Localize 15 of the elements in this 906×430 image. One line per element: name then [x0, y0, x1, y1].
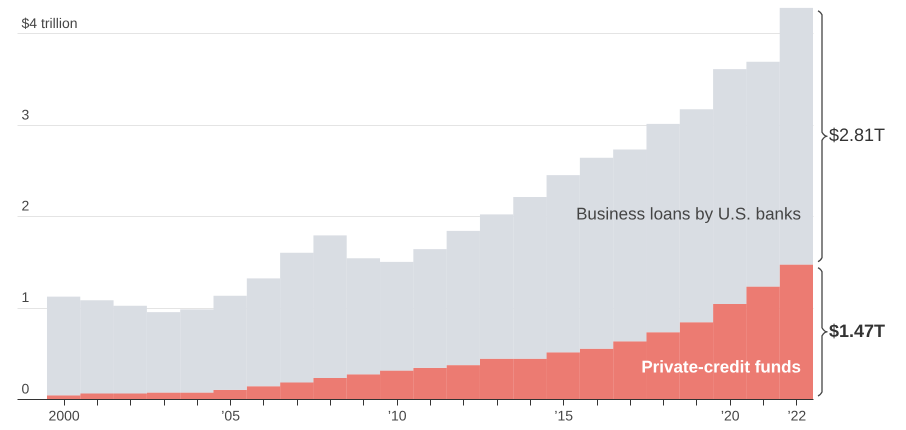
series-label: Business loans by U.S. banks	[576, 204, 801, 224]
y-tick-label: 0	[22, 380, 30, 396]
text: $2.81T	[829, 125, 886, 146]
x-tick-label: ’05	[221, 408, 240, 424]
y-tick-label: 1	[22, 289, 30, 306]
y-tick-label: 2	[22, 198, 30, 214]
x-tick-label: ’20	[720, 408, 740, 424]
x-tick-label: 2000	[48, 408, 80, 424]
y-tick-label: $4 trillion	[22, 14, 78, 31]
x-tick-label: ’15	[554, 408, 574, 424]
y-tick-label: 3	[22, 106, 30, 122]
text: $1.47T	[829, 320, 886, 341]
x-tick-label: ’22	[788, 408, 806, 424]
series-label: Private-credit funds	[641, 358, 801, 377]
x-tick-label: ’10	[388, 408, 407, 424]
